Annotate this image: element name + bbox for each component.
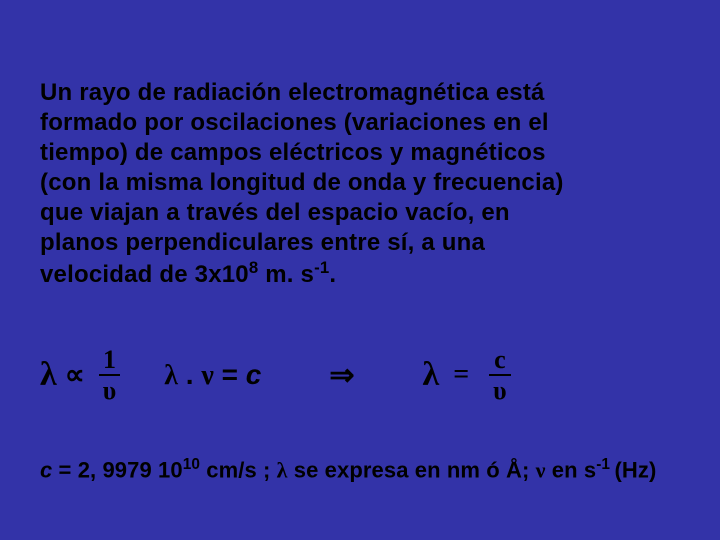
footer-text-d: en s bbox=[546, 457, 597, 482]
para-exp-neg1: -1 bbox=[314, 258, 329, 277]
para-line-1: Un rayo de radiación electromagnética es… bbox=[40, 79, 545, 106]
equation-row: λ ∝ 1 υ λ . ν = c ⇒ λ = c υ bbox=[40, 330, 680, 420]
equals-sign-2: = bbox=[453, 359, 469, 391]
footer-note: c = 2, 9979 1010 cm/s ; λ se expresa en … bbox=[40, 456, 680, 483]
lambda-equals-c-over-nu: λ = c υ bbox=[422, 346, 510, 405]
denominator-nu: υ bbox=[99, 374, 121, 404]
fraction-c-over-nu: c υ bbox=[489, 346, 511, 405]
numerator-c: c bbox=[490, 346, 510, 374]
para-line-5: que viajan a través del espacio vacío, e… bbox=[40, 199, 510, 226]
footer-exp-10: 10 bbox=[183, 456, 200, 473]
footer-text-c: se expresa en nm ó Å; bbox=[288, 457, 536, 482]
nu-symbol: ν bbox=[201, 360, 214, 391]
lambda-symbol-2: λ bbox=[164, 360, 178, 391]
proportional-equation: λ ∝ 1 υ bbox=[40, 346, 120, 405]
footer-exp-neg1: -1 bbox=[596, 456, 614, 473]
fraction-one-over-nu: 1 υ bbox=[99, 346, 121, 405]
para-line-3: tiempo) de campos eléctricos y magnético… bbox=[40, 139, 546, 166]
para-line-2: formado por oscilaciones (variaciones en… bbox=[40, 109, 549, 136]
numerator-one: 1 bbox=[99, 346, 120, 374]
footer-c-italic: c bbox=[40, 457, 52, 482]
proportional-symbol: ∝ bbox=[65, 358, 85, 392]
lambda-nu-equals-c: λ . ν = c bbox=[164, 359, 261, 392]
footer-text-b: cm/s ; bbox=[200, 457, 277, 482]
slide-container: Un rayo de radiación electromagnética es… bbox=[0, 0, 720, 540]
para-line-6: planos perpendiculares entre sí, a una bbox=[40, 229, 485, 256]
para-line-7c: . bbox=[329, 261, 336, 288]
lambda-symbol: λ bbox=[40, 356, 57, 394]
para-line-7a: velocidad de 3x10 bbox=[40, 261, 249, 288]
equals-sign: = bbox=[214, 359, 246, 390]
footer-nu: ν bbox=[536, 457, 546, 482]
dot-separator: . bbox=[178, 359, 201, 390]
denominator-nu-2: υ bbox=[489, 374, 511, 404]
implies-arrow: ⇒ bbox=[329, 358, 354, 393]
para-line-7b: m. s bbox=[258, 261, 314, 288]
footer-text-a: = 2, 9979 10 bbox=[52, 457, 182, 482]
c-constant: c bbox=[246, 359, 262, 390]
para-exp-8: 8 bbox=[249, 258, 259, 277]
lambda-symbol-3: λ bbox=[422, 356, 439, 394]
main-paragraph: Un rayo de radiación electromagnética es… bbox=[40, 78, 680, 290]
footer-text-e: (Hz) bbox=[614, 457, 656, 482]
footer-lambda: λ bbox=[277, 457, 288, 482]
para-line-4: (con la misma longitud de onda y frecuen… bbox=[40, 169, 564, 196]
